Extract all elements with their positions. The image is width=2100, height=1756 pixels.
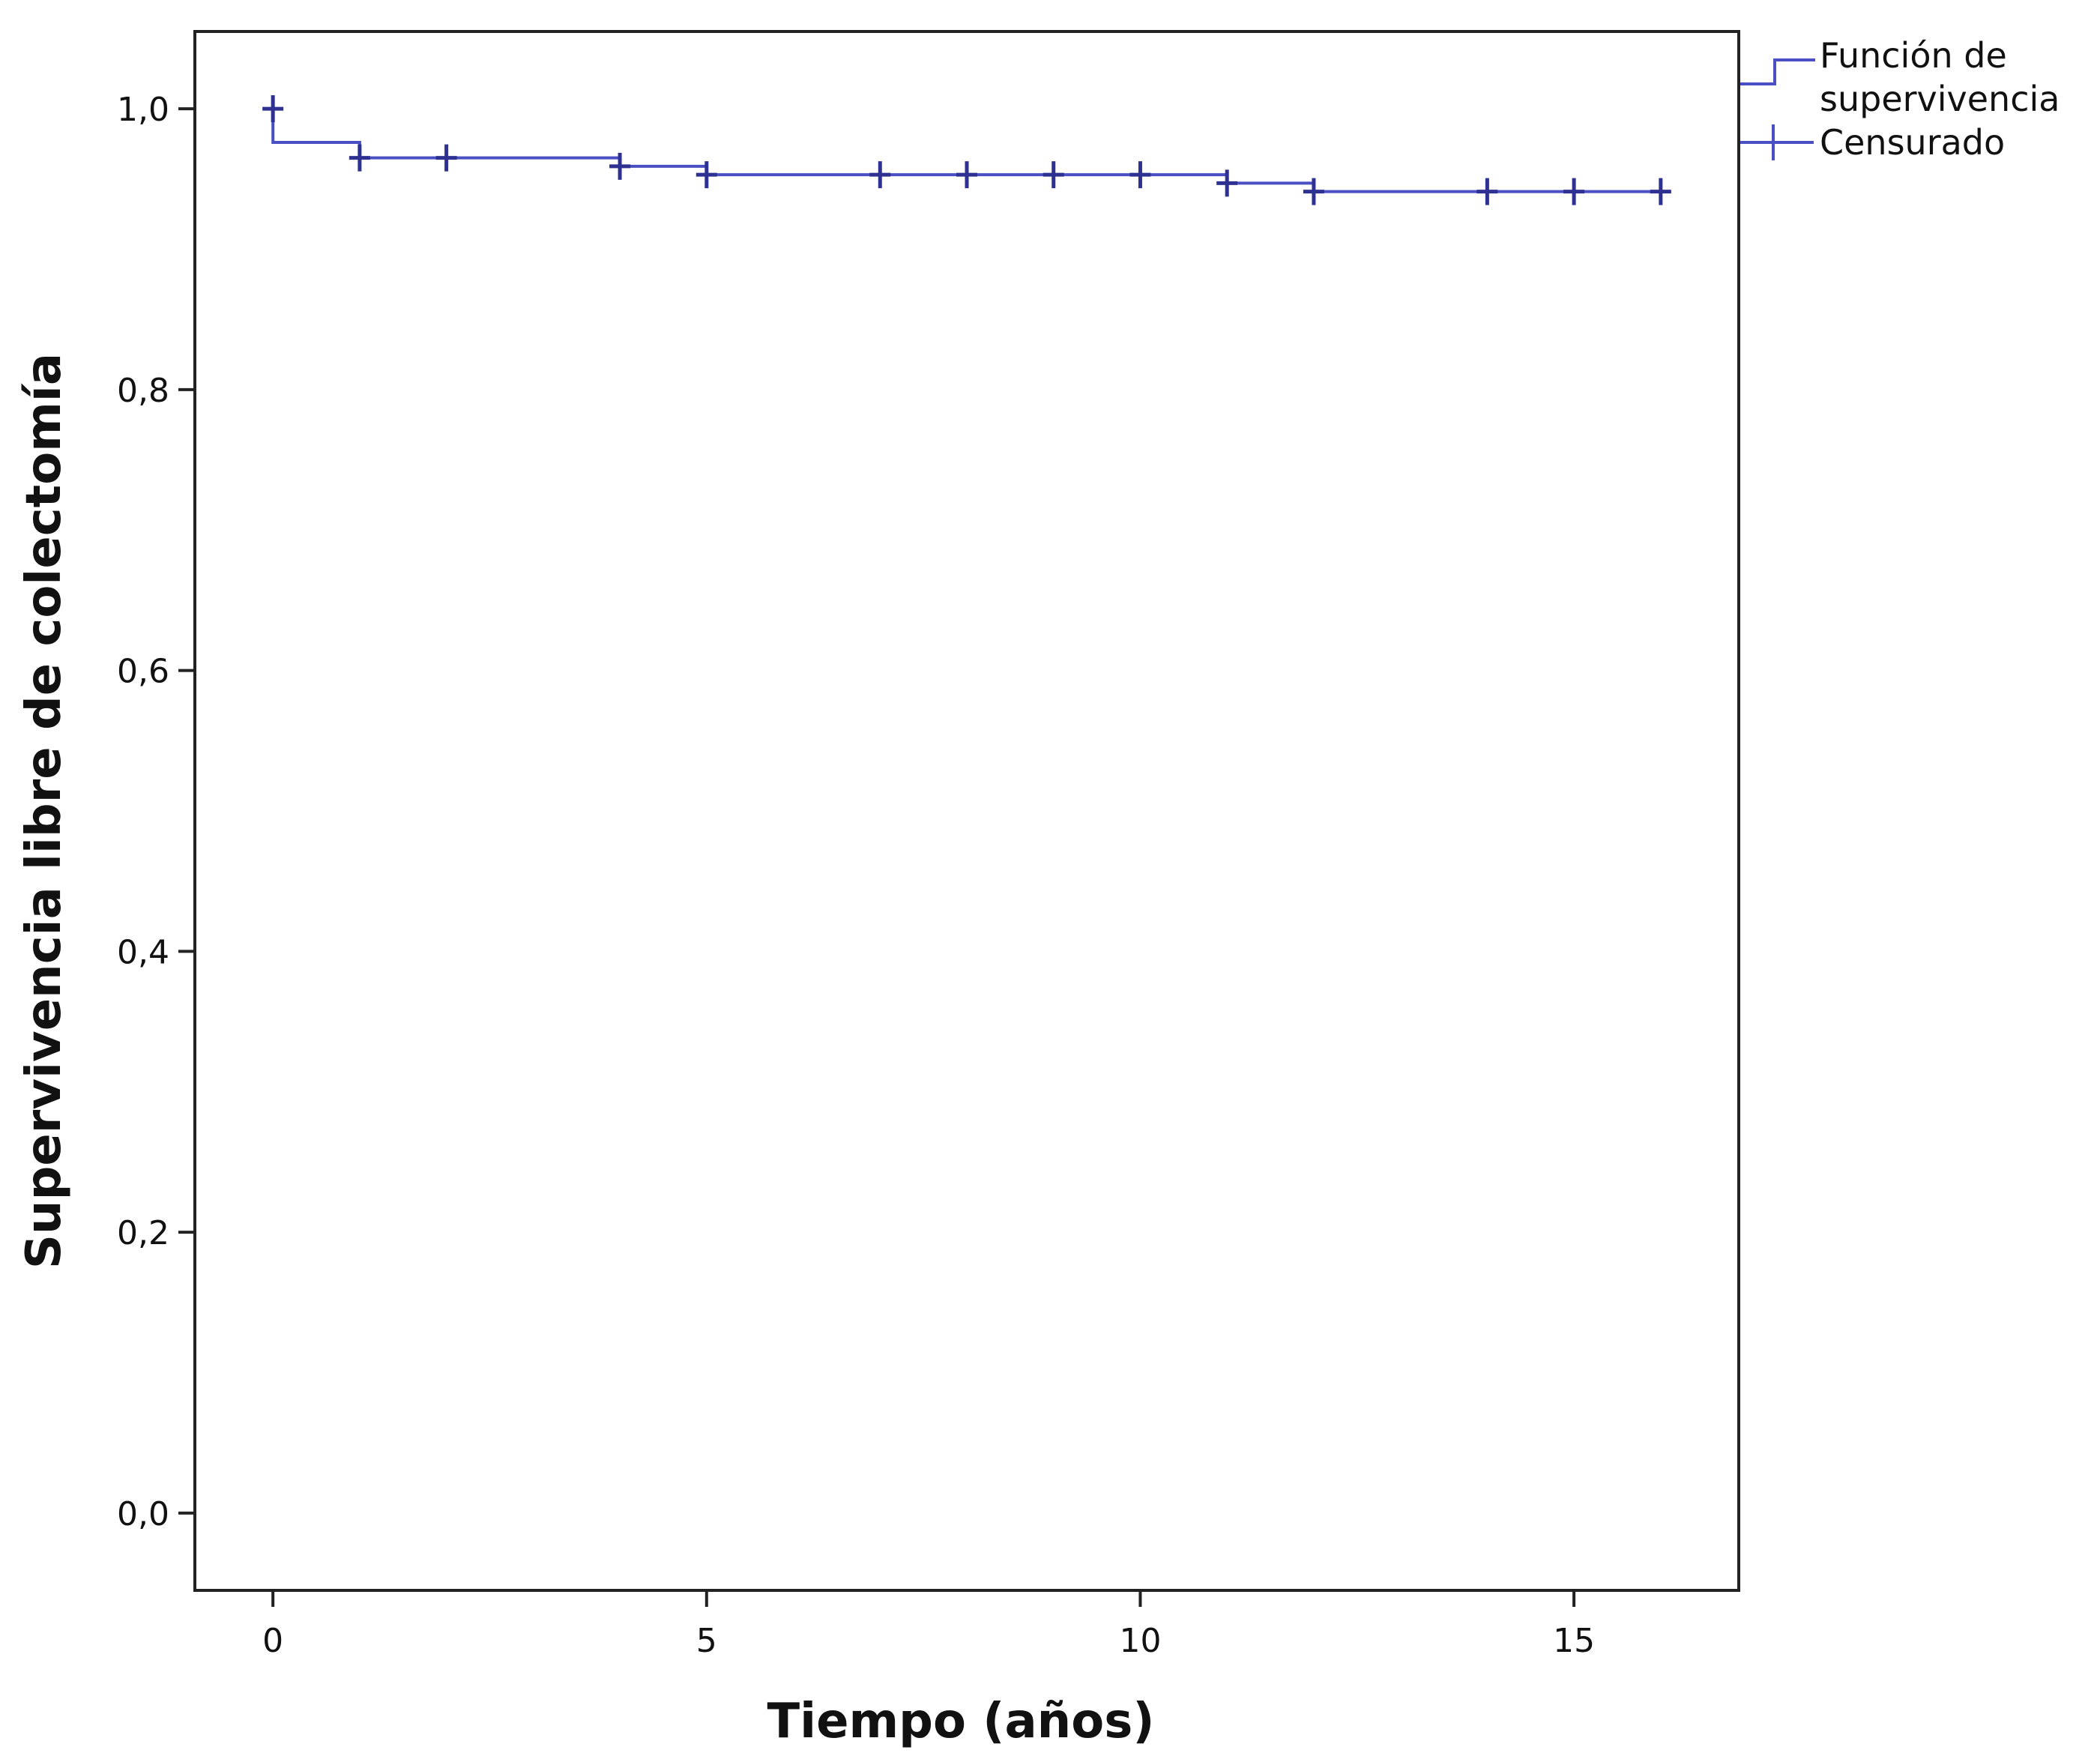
censor-mark [956,161,977,189]
censor-mark [869,161,891,189]
censor-mark [1043,161,1064,189]
censor-mark [1303,178,1324,205]
y-tick-label: 0,8 [117,372,169,410]
y-tick-label: 0,0 [117,1495,169,1533]
legend-survival-label-line2: supervivencia [1820,79,2060,119]
legend-survival-label-line1: Función de [1820,35,2007,76]
y-tick-label: 0,6 [117,653,169,691]
censor-mark [262,95,284,123]
censor-marks [262,95,1671,205]
censor-mark [435,144,457,172]
x-axis-title: Tiempo (años) [767,1694,1154,1749]
legend-survival-line-icon [1740,58,1815,85]
legend: Función de supervivencia Censurado [1740,35,2060,163]
censor-mark [349,144,370,172]
censor-mark [1216,169,1238,197]
y-tick-label: 0,4 [117,933,169,971]
x-tick-label: 15 [1553,1622,1595,1660]
censor-mark [696,161,717,189]
y-tick-label: 0,2 [117,1214,169,1252]
y-tick-label: 1,0 [117,91,169,129]
x-tick-label: 0 [262,1622,283,1660]
censor-mark [1476,178,1498,205]
censor-mark [1563,178,1585,205]
y-axis-title: Supervivencia libre de colectomía [16,353,72,1269]
x-tick-label: 10 [1119,1622,1161,1660]
legend-censored-label: Censurado [1820,122,2005,163]
censor-mark [1650,178,1671,205]
plot-frame [193,30,1740,1592]
censor-mark [609,152,631,180]
censor-mark [1129,161,1151,189]
survival-series [271,109,1670,193]
y-axis-ticks: 0,0 0,2 0,4 0,6 0,8 1,0 [117,91,195,1533]
x-tick-label: 5 [696,1622,717,1660]
survival-step-line [271,109,1670,193]
x-axis-ticks: 0 5 10 15 [262,1590,1595,1660]
